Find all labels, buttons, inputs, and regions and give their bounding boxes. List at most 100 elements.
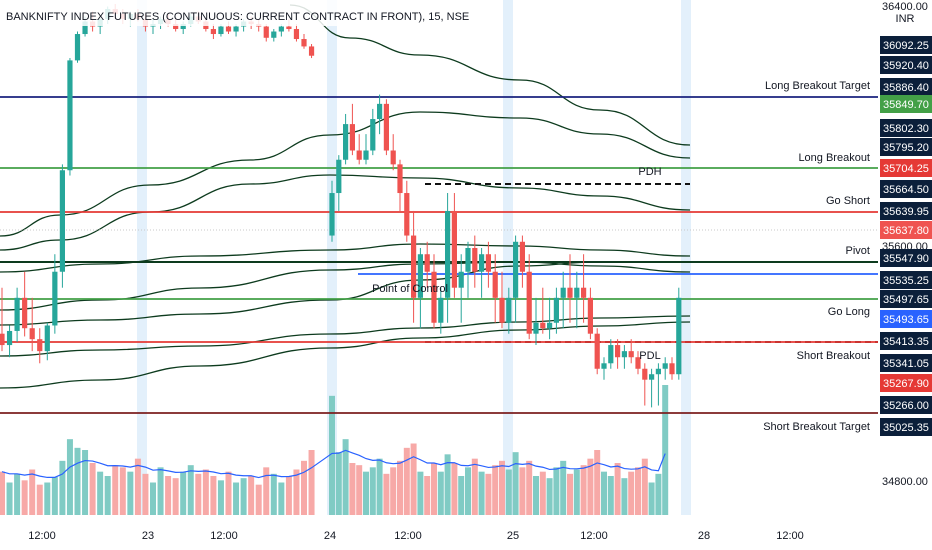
candle-body	[278, 26, 284, 32]
volume-bar	[308, 450, 315, 515]
candle-body	[485, 254, 491, 272]
candle-body	[29, 328, 35, 340]
volume-bar	[150, 482, 156, 515]
volume-bar	[451, 463, 458, 515]
candle-body	[0, 333, 5, 346]
volume-bar	[553, 467, 560, 515]
price-tag-value: 35025.35	[883, 422, 929, 434]
price-tag-value: 35267.90	[883, 378, 929, 390]
volume-bar	[601, 471, 607, 515]
volume-bar	[465, 467, 471, 515]
volume-bar	[36, 484, 43, 515]
band-curve	[0, 111, 691, 237]
candle-body	[417, 254, 423, 298]
volume-bar	[202, 469, 209, 515]
volume-bar	[172, 478, 179, 515]
candle-body	[286, 26, 292, 30]
candle-body	[390, 150, 396, 165]
volume-bar	[51, 477, 58, 515]
volume-bar	[233, 482, 240, 515]
price-axis[interactable]: 36400.00INR35600.0036092.2535920.4035886…	[878, 0, 932, 550]
volume-bar	[444, 454, 451, 515]
band-curve	[0, 321, 691, 389]
volume-bar	[533, 476, 539, 515]
volume-bars	[0, 385, 669, 515]
volume-bar	[195, 473, 202, 515]
volume-bar	[628, 471, 635, 515]
candle-body	[6, 330, 13, 346]
candle-body	[424, 254, 430, 272]
level-label-go-short: Go Short	[826, 195, 870, 207]
candle-body	[499, 297, 505, 323]
volume-bar	[662, 385, 669, 515]
candle-body	[180, 24, 186, 30]
volume-bar	[225, 471, 232, 515]
volume-bar	[59, 460, 66, 515]
time-axis-label: 12:00	[776, 530, 804, 542]
time-axis-label: 12:00	[28, 530, 56, 542]
level-label-long-breakout-target: Long Breakout Target	[765, 80, 870, 92]
level-label-short-breakout-target: Short Breakout Target	[763, 421, 870, 433]
level-label-pdh: PDH	[638, 166, 661, 178]
volume-bar	[417, 471, 424, 515]
level-label-go-long: Go Long	[828, 306, 870, 318]
price-tag	[880, 221, 932, 239]
price-tag-value: 35341.05	[883, 358, 929, 370]
price-tag	[880, 374, 932, 392]
candle-body	[370, 119, 376, 151]
band-curve	[289, 4, 691, 146]
time-axis[interactable]: 12:00 23 12:00 24 12:00 25 12:00 28 12:00	[0, 515, 932, 550]
time-axis-label: 25	[507, 530, 519, 542]
session-highlight	[327, 0, 337, 515]
candle-body	[621, 351, 627, 358]
candle-body	[293, 29, 300, 40]
price-tag	[880, 418, 932, 436]
price-tag-value: 35704.25	[883, 163, 929, 175]
candle-body	[301, 39, 307, 47]
price-tag	[880, 180, 932, 198]
volume-bar	[369, 467, 376, 515]
time-axis-label: 12:00	[580, 530, 608, 542]
candle-body	[479, 254, 485, 272]
candle-body	[82, 21, 88, 35]
volume-bar	[546, 478, 553, 515]
candle-body	[635, 357, 641, 369]
price-tag	[880, 290, 932, 308]
price-tag-value: 35849.70	[883, 99, 929, 111]
candle-body	[655, 368, 661, 375]
volume-bar	[82, 450, 89, 515]
volume-bar	[573, 469, 580, 515]
price-tag	[880, 202, 932, 220]
candle-body	[472, 248, 478, 272]
volume-bar	[263, 467, 270, 515]
candle-body	[438, 297, 444, 323]
volume-bar	[499, 460, 505, 515]
volume-bar	[376, 458, 383, 515]
volume-bar	[580, 465, 587, 515]
candle-body	[574, 287, 580, 298]
candle-body	[642, 368, 648, 380]
volume-bar	[641, 458, 648, 515]
volume-bar	[431, 463, 437, 515]
band-curve	[0, 174, 691, 251]
volume-bar	[635, 467, 641, 515]
volume-bar	[165, 476, 172, 515]
volume-bar	[270, 473, 277, 515]
price-tag-value: 36092.25	[883, 40, 929, 52]
volume-bar	[471, 458, 478, 515]
volume-bar	[335, 452, 342, 515]
volume-bar	[607, 476, 614, 515]
volume-bar	[587, 458, 594, 515]
price-tag-value: 35497.65	[883, 294, 929, 306]
candle-body	[519, 241, 525, 272]
candle-body	[37, 339, 43, 352]
candle-body	[458, 271, 464, 288]
candle-body	[233, 26, 239, 32]
candle-body	[52, 271, 58, 326]
time-axis-label: 12:00	[394, 530, 422, 542]
candle-body	[14, 297, 20, 331]
candle-body	[513, 241, 519, 298]
